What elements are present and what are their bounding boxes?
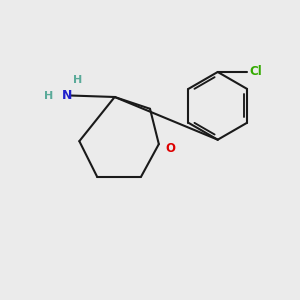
Text: O: O [165,142,175,155]
Text: N: N [62,89,73,102]
Text: Cl: Cl [250,65,262,79]
Text: H: H [44,91,53,100]
Text: H: H [73,75,83,85]
